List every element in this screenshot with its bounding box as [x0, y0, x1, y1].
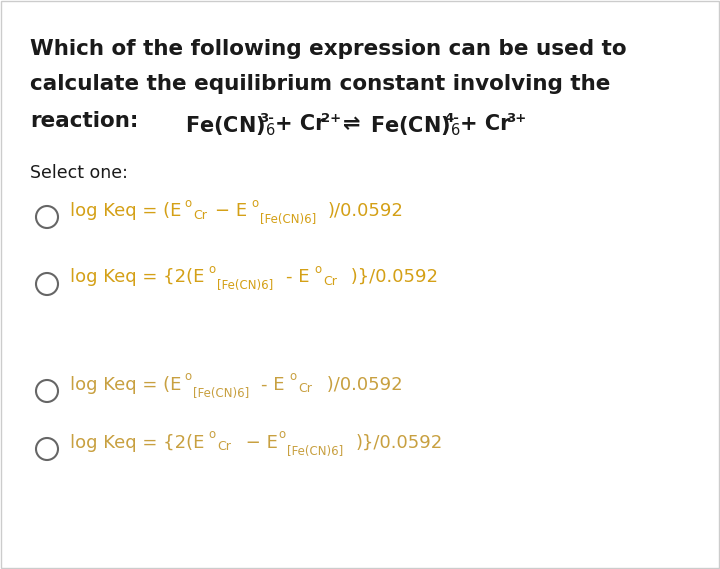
- Text: o: o: [208, 262, 215, 275]
- Text: [Fe(CN)6]: [Fe(CN)6]: [193, 386, 249, 399]
- Text: Cr: Cr: [193, 208, 207, 221]
- Text: log Keq = (E: log Keq = (E: [70, 202, 181, 220]
- Text: )}/0.0592: )}/0.0592: [356, 434, 444, 452]
- Text: )/0.0592: )/0.0592: [321, 376, 402, 394]
- Text: + Cr: + Cr: [275, 114, 325, 134]
- Text: ⇌: ⇌: [343, 114, 361, 134]
- Text: )/0.0592: )/0.0592: [328, 202, 404, 220]
- Text: o: o: [184, 196, 191, 209]
- Text: [Fe(CN)6]: [Fe(CN)6]: [217, 278, 274, 291]
- Text: Fe(CN)$_6$: Fe(CN)$_6$: [185, 114, 276, 138]
- Text: + Cr: + Cr: [460, 114, 510, 134]
- Text: Which of the following expression can be used to: Which of the following expression can be…: [30, 39, 626, 59]
- Text: − E: − E: [240, 434, 278, 452]
- Text: 4-: 4-: [444, 112, 459, 125]
- Text: 3+: 3+: [506, 112, 526, 125]
- Text: )}/0.0592: )}/0.0592: [345, 268, 438, 286]
- Text: Cr: Cr: [298, 382, 312, 395]
- Text: o: o: [314, 262, 321, 275]
- Text: Select one:: Select one:: [30, 164, 128, 182]
- Text: log Keq = {2(E: log Keq = {2(E: [70, 268, 204, 286]
- Text: − E: − E: [215, 202, 247, 220]
- Text: o: o: [251, 196, 258, 209]
- Text: - E: - E: [261, 376, 284, 394]
- Text: log Keq = {2(E: log Keq = {2(E: [70, 434, 204, 452]
- Text: reaction:: reaction:: [30, 111, 138, 131]
- Text: [Fe(CN)6]: [Fe(CN)6]: [287, 444, 343, 457]
- Text: o: o: [278, 428, 285, 442]
- Text: calculate the equilibrium constant involving the: calculate the equilibrium constant invol…: [30, 74, 611, 94]
- Text: 3-: 3-: [259, 112, 274, 125]
- Text: o: o: [184, 370, 191, 384]
- Text: Fe(CN)$_6$: Fe(CN)$_6$: [370, 114, 461, 138]
- Text: - E: - E: [286, 268, 310, 286]
- Text: [Fe(CN)6]: [Fe(CN)6]: [260, 212, 316, 225]
- Text: Cr: Cr: [323, 274, 337, 287]
- Text: Cr: Cr: [217, 440, 231, 453]
- Text: 2+: 2+: [321, 112, 341, 125]
- Text: log Keq = (E: log Keq = (E: [70, 376, 181, 394]
- Text: o: o: [289, 370, 296, 384]
- Text: o: o: [208, 428, 215, 442]
